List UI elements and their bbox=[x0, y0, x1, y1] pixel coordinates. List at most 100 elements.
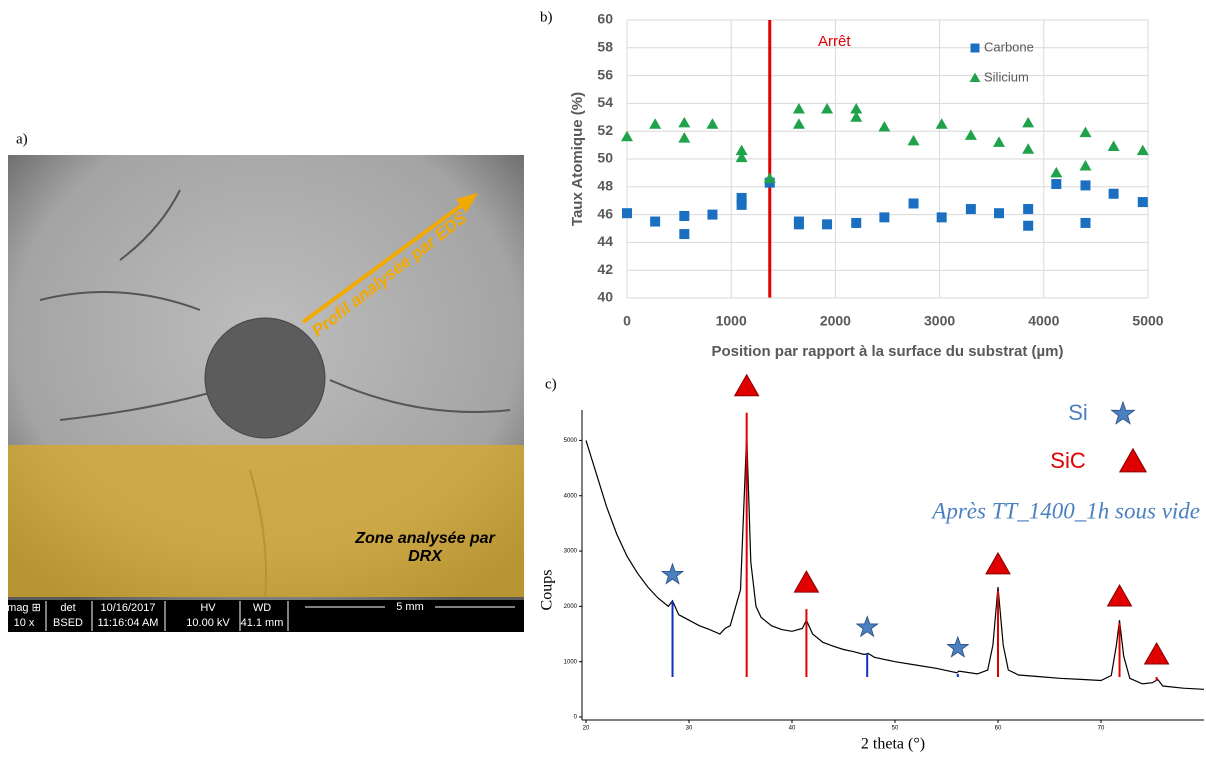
marker bbox=[622, 208, 632, 219]
marker bbox=[1079, 126, 1092, 138]
marker bbox=[621, 130, 633, 142]
marker bbox=[821, 102, 834, 114]
info-header: HV bbox=[200, 602, 216, 614]
y-tick-label: 58 bbox=[597, 39, 613, 55]
marker bbox=[735, 144, 748, 156]
marker bbox=[678, 116, 691, 128]
x-tick-label: 60 bbox=[995, 726, 1002, 732]
marker bbox=[660, 562, 685, 585]
marker bbox=[650, 216, 661, 227]
marker bbox=[736, 199, 747, 210]
marker bbox=[792, 102, 805, 114]
marker bbox=[970, 43, 980, 53]
x-tick-label: 70 bbox=[1098, 726, 1105, 732]
x-tick-label: 50 bbox=[892, 726, 899, 732]
marker bbox=[1023, 204, 1034, 215]
marker bbox=[935, 118, 948, 129]
x-tick-label: 40 bbox=[789, 726, 796, 732]
y-tick-label: 52 bbox=[597, 122, 613, 138]
info-value: BSED bbox=[53, 617, 83, 629]
marker bbox=[678, 132, 691, 143]
marker bbox=[793, 570, 820, 593]
y-tick-label: 40 bbox=[597, 289, 613, 305]
x-tick-label: 5000 bbox=[1132, 313, 1163, 329]
y-tick-label: 5000 bbox=[564, 438, 578, 444]
info-bar bbox=[8, 600, 524, 632]
y-tick-label: 44 bbox=[597, 233, 613, 249]
annotation: Après TT_1400_1h sous vide bbox=[930, 498, 1200, 523]
fiber bbox=[204, 317, 326, 439]
y-axis-label: Taux Atomique (%) bbox=[569, 92, 586, 226]
marker bbox=[878, 121, 891, 132]
marker bbox=[736, 192, 747, 203]
marker bbox=[965, 204, 976, 215]
marker bbox=[969, 72, 981, 83]
y-tick-label: 42 bbox=[597, 261, 613, 277]
drx-zone bbox=[8, 445, 524, 597]
x-tick-label: 2000 bbox=[820, 313, 851, 329]
x-tick-label: 20 bbox=[583, 726, 590, 732]
panel-label: a) bbox=[16, 131, 28, 147]
legend-label: Silicium bbox=[984, 69, 1029, 84]
y-tick-label: 48 bbox=[597, 178, 613, 194]
legend-label: SiC bbox=[1050, 448, 1086, 473]
pattern-line bbox=[585, 434, 1205, 690]
zone-text: Zone analysée par DRX bbox=[355, 530, 495, 565]
arrow-head bbox=[456, 193, 478, 213]
zone-box: Zone analysée par DRX bbox=[355, 530, 495, 565]
marker bbox=[908, 198, 919, 209]
scale-label: 5 mm bbox=[396, 601, 424, 613]
marker bbox=[679, 229, 690, 240]
marker bbox=[763, 172, 776, 183]
marker bbox=[733, 373, 760, 397]
marker bbox=[1136, 144, 1149, 156]
eds-arrow bbox=[301, 203, 464, 324]
marker bbox=[993, 208, 1004, 219]
stop-label: Arrêt bbox=[818, 33, 851, 50]
info-header: 10/16/2017 bbox=[100, 602, 155, 614]
x-axis-label: 2 theta (°) bbox=[861, 736, 925, 753]
marker bbox=[1050, 166, 1063, 178]
marker bbox=[879, 212, 890, 223]
marker bbox=[1137, 197, 1148, 208]
marker bbox=[792, 118, 805, 129]
y-tick-label: 2000 bbox=[564, 604, 578, 610]
marker bbox=[822, 219, 833, 230]
marker bbox=[793, 219, 804, 230]
marker bbox=[907, 134, 920, 146]
marker bbox=[1022, 143, 1035, 154]
marker bbox=[1079, 159, 1092, 171]
x-tick-label: 4000 bbox=[1028, 313, 1059, 329]
marker bbox=[985, 551, 1011, 575]
legend-label: Carbone bbox=[984, 39, 1034, 54]
marker bbox=[1022, 116, 1035, 128]
marker bbox=[1080, 180, 1091, 191]
marker bbox=[850, 102, 863, 114]
info-value: 41.1 mm bbox=[241, 617, 284, 629]
y-tick-label: 3000 bbox=[564, 549, 578, 555]
marker bbox=[679, 210, 690, 221]
y-tick-label: 60 bbox=[597, 11, 613, 27]
x-tick-label: 1000 bbox=[716, 313, 747, 329]
x-axis-label: Position par rapport à la surface du sub… bbox=[711, 343, 1063, 360]
legend-label: Si bbox=[1068, 400, 1088, 425]
marker bbox=[1110, 400, 1136, 425]
scale-label-bg bbox=[385, 600, 435, 614]
marker bbox=[855, 615, 879, 638]
marker bbox=[1107, 140, 1120, 151]
marker bbox=[851, 217, 862, 228]
info-header: mag ⊞ bbox=[7, 602, 41, 614]
marker bbox=[649, 118, 662, 129]
marker bbox=[706, 118, 719, 129]
y-tick-label: 0 bbox=[574, 715, 578, 721]
marker bbox=[1118, 447, 1148, 473]
x-tick-label: 3000 bbox=[924, 313, 955, 329]
panel-label: c) bbox=[545, 376, 557, 392]
y-axis-label: Coups bbox=[539, 570, 556, 611]
marker bbox=[946, 635, 970, 658]
marker bbox=[707, 209, 718, 220]
marker bbox=[1023, 220, 1034, 231]
info-header: WD bbox=[253, 602, 271, 614]
marker bbox=[735, 151, 748, 163]
marker bbox=[1106, 583, 1133, 607]
